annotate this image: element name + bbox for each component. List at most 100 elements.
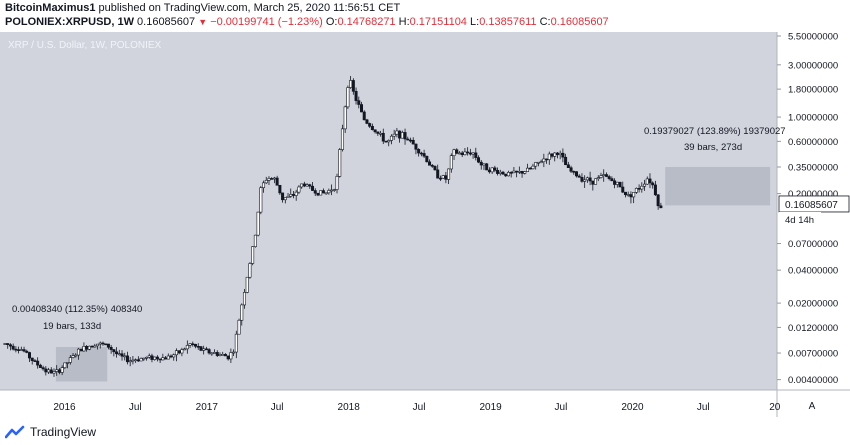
candle-body (237, 319, 241, 335)
candle-body (566, 164, 570, 168)
time-axis[interactable]: 2016 Jul 2017 Jul 2018 Jul 2019 Jul 2020 Jul 20 (53, 402, 780, 413)
candle-body (618, 181, 622, 188)
candle-body (580, 177, 584, 182)
candle-body (640, 185, 644, 190)
chart-title: XRP / U.S. Dollar, 1W, POLONIEX (8, 40, 162, 51)
candle-body (193, 344, 197, 347)
candle-body (253, 234, 257, 247)
y-tick-label: 0.35000000 (788, 162, 838, 173)
candle-body (36, 360, 40, 366)
candle-body (493, 167, 497, 171)
candle-body (643, 183, 647, 187)
candle-body (542, 158, 546, 163)
candle-body (57, 369, 61, 373)
candle-body (248, 263, 252, 278)
candle-body (275, 177, 279, 186)
candle-body (376, 131, 380, 134)
candle-body (623, 191, 627, 196)
candle-body (145, 356, 149, 359)
plot-background[interactable] (0, 32, 777, 390)
x-tick-label: Jul (413, 402, 426, 413)
candle-body (161, 357, 165, 361)
candle-body (515, 170, 519, 173)
candle-body (183, 348, 187, 351)
axis-mode-label[interactable]: A (809, 401, 816, 412)
axis-mode-button[interactable]: A (809, 401, 816, 412)
candle-body (387, 140, 391, 143)
candle-body (577, 175, 581, 178)
candle-body (136, 359, 140, 362)
candle-body (218, 354, 222, 356)
candle-body (572, 171, 576, 173)
candle-body (659, 205, 663, 209)
candle-body (498, 171, 502, 174)
candle-body (335, 176, 339, 190)
candle-body (204, 348, 208, 351)
candle-body (438, 177, 442, 180)
candle-body (76, 348, 80, 356)
candle-body (594, 178, 598, 185)
candle-body (221, 353, 225, 356)
candle-body (460, 152, 464, 156)
x-tick-label: 2016 (53, 402, 76, 413)
low-label: L: (470, 16, 480, 28)
candle-body (294, 191, 298, 196)
candle-body (60, 367, 64, 373)
price-axis[interactable]: 5.50000000 3.00000000 1.80000000 1.00000000… (777, 32, 838, 386)
candle-body (607, 176, 611, 179)
candle-body (373, 129, 377, 133)
candle-body (400, 132, 404, 139)
candle-body (63, 362, 67, 368)
candle-body (112, 349, 116, 353)
candle-body (177, 350, 181, 354)
candle-body (321, 190, 325, 194)
candle-body (457, 152, 461, 155)
candle-body (166, 355, 170, 360)
candle-body (3, 343, 7, 345)
candle-body (131, 359, 135, 362)
candle-body (466, 151, 470, 154)
candle-body (553, 152, 557, 157)
candle-body (17, 349, 21, 351)
x-tick-label: Jul (697, 402, 710, 413)
tradingview-logo[interactable]: TradingView (5, 425, 96, 439)
candle-body (104, 343, 108, 346)
author-name[interactable]: BitcoinMaximus1 (5, 2, 96, 14)
candle-body (25, 350, 29, 353)
candle-body (468, 152, 472, 155)
candle-body (234, 333, 238, 353)
candle-body (134, 359, 138, 362)
measure-annotations: 0.00408340 (112.35%) 408340 19 bars, 133d… (12, 126, 786, 382)
low-value: 0.13857611 (479, 16, 537, 28)
candle-body (270, 178, 274, 180)
countdown-label: 4d 14h (785, 215, 814, 226)
candle-body (501, 171, 505, 175)
candle-body (297, 186, 301, 193)
candle-body (555, 152, 559, 156)
x-tick-label: 2019 (479, 402, 502, 413)
candle-body (346, 87, 350, 108)
candle-body (267, 178, 271, 181)
candle-body (471, 152, 475, 155)
x-tick-label: Jul (271, 402, 284, 413)
ohlc-line: POLONIEX:XRPUSD, 1W 0.16085607 ▼ −0.0019… (5, 16, 609, 28)
candle-body (349, 80, 353, 88)
candle-body (109, 346, 113, 350)
candle-body (259, 187, 263, 213)
candle-body (357, 100, 361, 105)
candle-body (47, 369, 51, 373)
candle-body (185, 345, 189, 350)
candle-body (504, 173, 508, 177)
candle-body (232, 351, 236, 354)
candle-body (539, 161, 543, 164)
candle-body (291, 194, 295, 196)
candle-body (302, 183, 306, 187)
measure-box[interactable] (665, 166, 771, 206)
candle-body (368, 123, 372, 127)
price-chart[interactable]: XRP / U.S. Dollar, 1W, POLONIEX 0.004083… (0, 32, 850, 417)
candle-body (629, 194, 633, 198)
candle-body (379, 132, 383, 135)
chart-area[interactable]: XRP / U.S. Dollar, 1W, POLONIEX 0.004083… (0, 32, 850, 417)
candle-body (550, 153, 554, 157)
candle-body (338, 149, 342, 177)
